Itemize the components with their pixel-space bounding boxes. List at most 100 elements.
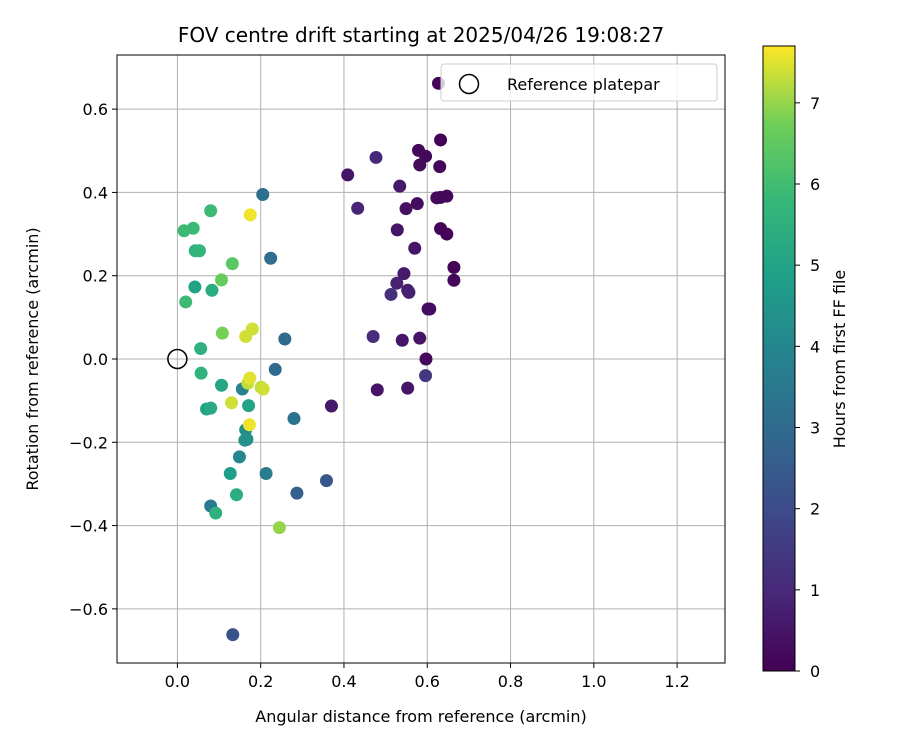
data-point bbox=[223, 467, 237, 481]
data-point bbox=[413, 158, 427, 172]
data-point bbox=[209, 506, 223, 520]
reference-platepar-marker bbox=[167, 348, 188, 370]
data-point bbox=[370, 383, 384, 397]
data-point bbox=[239, 330, 253, 344]
x-tick-label: 0.0 bbox=[165, 672, 190, 691]
data-point bbox=[242, 418, 256, 432]
data-point bbox=[447, 273, 461, 287]
legend: Reference platepar bbox=[440, 63, 718, 102]
chart-title: FOV centre drift starting at 2025/04/26 … bbox=[178, 23, 664, 47]
data-point bbox=[390, 223, 404, 237]
data-point bbox=[192, 244, 206, 258]
x-axis-label: Angular distance from reference (arcmin) bbox=[255, 707, 586, 726]
x-tick-label: 0.6 bbox=[415, 672, 440, 691]
data-point bbox=[256, 188, 270, 202]
data-point bbox=[440, 227, 454, 241]
x-tick-label: 0.8 bbox=[498, 672, 523, 691]
colorbar-tick-label: 0 bbox=[810, 662, 820, 681]
data-point bbox=[447, 260, 461, 274]
data-point bbox=[215, 378, 229, 392]
y-tick-label: 0.6 bbox=[83, 100, 108, 119]
data-point bbox=[390, 276, 404, 290]
data-point bbox=[225, 257, 239, 271]
data-point bbox=[230, 488, 244, 502]
data-point bbox=[264, 251, 278, 265]
data-point bbox=[395, 333, 409, 347]
data-point bbox=[408, 241, 422, 255]
colorbar-tick-label: 5 bbox=[810, 256, 820, 275]
data-point bbox=[290, 486, 304, 500]
data-point bbox=[215, 326, 229, 340]
data-point bbox=[341, 168, 355, 182]
data-point bbox=[393, 179, 407, 193]
data-point bbox=[242, 399, 256, 413]
data-point bbox=[402, 285, 416, 299]
legend-marker bbox=[458, 73, 480, 95]
data-point bbox=[179, 295, 193, 309]
y-tick-label: −0.6 bbox=[69, 600, 108, 619]
data-point bbox=[278, 332, 292, 346]
colorbar-tick-label: 7 bbox=[810, 94, 820, 113]
colorbar-label: Hours from first FF file bbox=[830, 270, 849, 449]
y-axis-label: Rotation from reference (arcmin) bbox=[23, 227, 42, 490]
data-point bbox=[232, 450, 246, 464]
colorbar-ticks: 0 1 2 3 4 5 6 7 bbox=[795, 94, 820, 681]
scatter-points bbox=[177, 76, 461, 642]
colorbar-tick-label: 2 bbox=[810, 500, 820, 519]
x-tick-label: 1.0 bbox=[581, 672, 606, 691]
data-point bbox=[186, 221, 200, 235]
y-tick-label: 0.0 bbox=[83, 350, 108, 369]
data-point bbox=[188, 280, 202, 294]
data-point bbox=[324, 399, 338, 413]
data-point bbox=[205, 283, 219, 297]
x-axis-ticks: 0.0 0.2 0.4 0.6 0.8 1.0 1.2 bbox=[165, 663, 690, 691]
colorbar: 0 1 2 3 4 5 6 7 Hours from first FF file bbox=[762, 45, 849, 681]
y-tick-label: 0.4 bbox=[83, 183, 108, 202]
data-point bbox=[419, 369, 433, 383]
y-tick-label: −0.4 bbox=[69, 517, 108, 536]
data-point bbox=[204, 204, 218, 218]
data-point bbox=[215, 273, 229, 287]
data-point bbox=[423, 302, 437, 316]
legend-label: Reference platepar bbox=[507, 75, 660, 94]
colorbar-tick-label: 1 bbox=[810, 581, 820, 600]
data-point bbox=[433, 160, 447, 174]
data-point bbox=[238, 433, 252, 447]
data-point bbox=[419, 352, 433, 366]
data-point bbox=[369, 150, 383, 164]
data-point bbox=[225, 396, 239, 410]
data-point bbox=[319, 474, 333, 488]
y-tick-label: −0.2 bbox=[69, 433, 108, 452]
data-point bbox=[259, 467, 273, 481]
data-point bbox=[401, 381, 415, 395]
data-point bbox=[194, 366, 208, 380]
x-tick-label: 0.4 bbox=[331, 672, 356, 691]
data-point bbox=[399, 202, 413, 216]
data-point bbox=[434, 133, 448, 147]
y-axis-ticks: −0.6 −0.4 −0.2 0.0 0.2 0.4 0.6 bbox=[69, 100, 117, 619]
data-point bbox=[351, 201, 365, 215]
data-point bbox=[410, 197, 424, 211]
data-point bbox=[440, 189, 454, 203]
data-point bbox=[268, 362, 282, 376]
colorbar-tick-label: 4 bbox=[810, 337, 820, 356]
data-point bbox=[397, 267, 411, 281]
data-point bbox=[256, 382, 270, 396]
data-point bbox=[384, 287, 398, 301]
x-tick-label: 1.2 bbox=[664, 672, 689, 691]
colorbar-tick-label: 6 bbox=[810, 175, 820, 194]
data-point bbox=[226, 628, 240, 642]
data-point bbox=[204, 401, 218, 415]
data-point bbox=[287, 412, 301, 426]
legend-box bbox=[440, 63, 718, 102]
data-point bbox=[194, 342, 208, 356]
data-point bbox=[366, 330, 380, 344]
data-point bbox=[243, 371, 257, 385]
x-tick-label: 0.2 bbox=[248, 672, 273, 691]
data-point bbox=[243, 208, 257, 222]
data-point bbox=[413, 331, 427, 345]
colorbar-tick-label: 3 bbox=[810, 418, 820, 437]
data-point bbox=[272, 521, 286, 535]
